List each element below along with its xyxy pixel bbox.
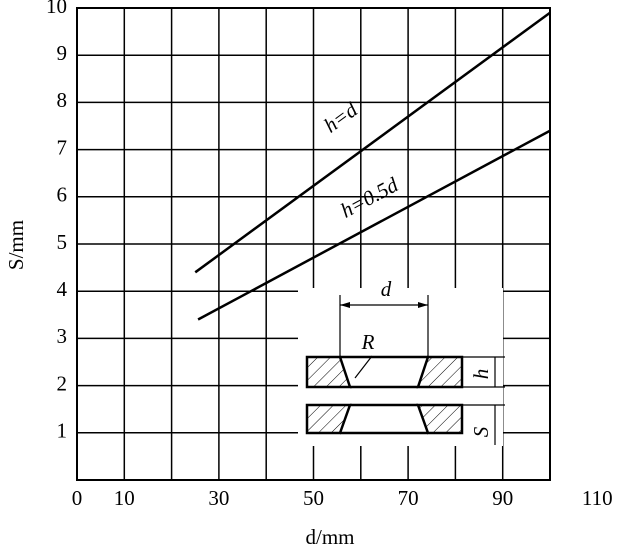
series-label: h=d	[319, 97, 362, 137]
d-label: d	[381, 277, 392, 301]
y-axis-label: S/mm	[4, 220, 28, 270]
x-axis-label: d/mm	[305, 525, 354, 549]
x-tick-label: 10	[114, 486, 135, 510]
y-tick-label: 10	[46, 0, 67, 18]
x-tick-label: 70	[398, 486, 419, 510]
x-tick-label: 30	[208, 486, 229, 510]
y-tick-label: 3	[57, 324, 68, 348]
x-tick-label: 90	[492, 486, 513, 510]
y-tick-label: 5	[57, 230, 68, 254]
y-tick-label: 9	[57, 41, 68, 65]
s-label: S	[469, 426, 493, 437]
x-tick-label: 50	[303, 486, 324, 510]
joint-diagram: d R h S	[298, 277, 505, 446]
y-tick-label: 7	[57, 135, 68, 159]
h-label: h	[469, 369, 493, 380]
leader	[354, 355, 373, 379]
y-tick-label: 2	[57, 371, 68, 395]
arrow	[340, 302, 428, 308]
series-line	[197, 129, 551, 321]
y-tick-label: 4	[57, 277, 68, 301]
y-tick-label: 8	[57, 88, 68, 112]
x-tick-label: 110	[582, 486, 613, 510]
y-tick-label: 6	[57, 183, 68, 207]
y-tick-label: 1	[57, 419, 68, 443]
plate-bottom-right	[416, 403, 464, 435]
x-tick-label: 0	[72, 486, 83, 510]
r-label: R	[361, 330, 375, 354]
series-line	[194, 11, 551, 274]
